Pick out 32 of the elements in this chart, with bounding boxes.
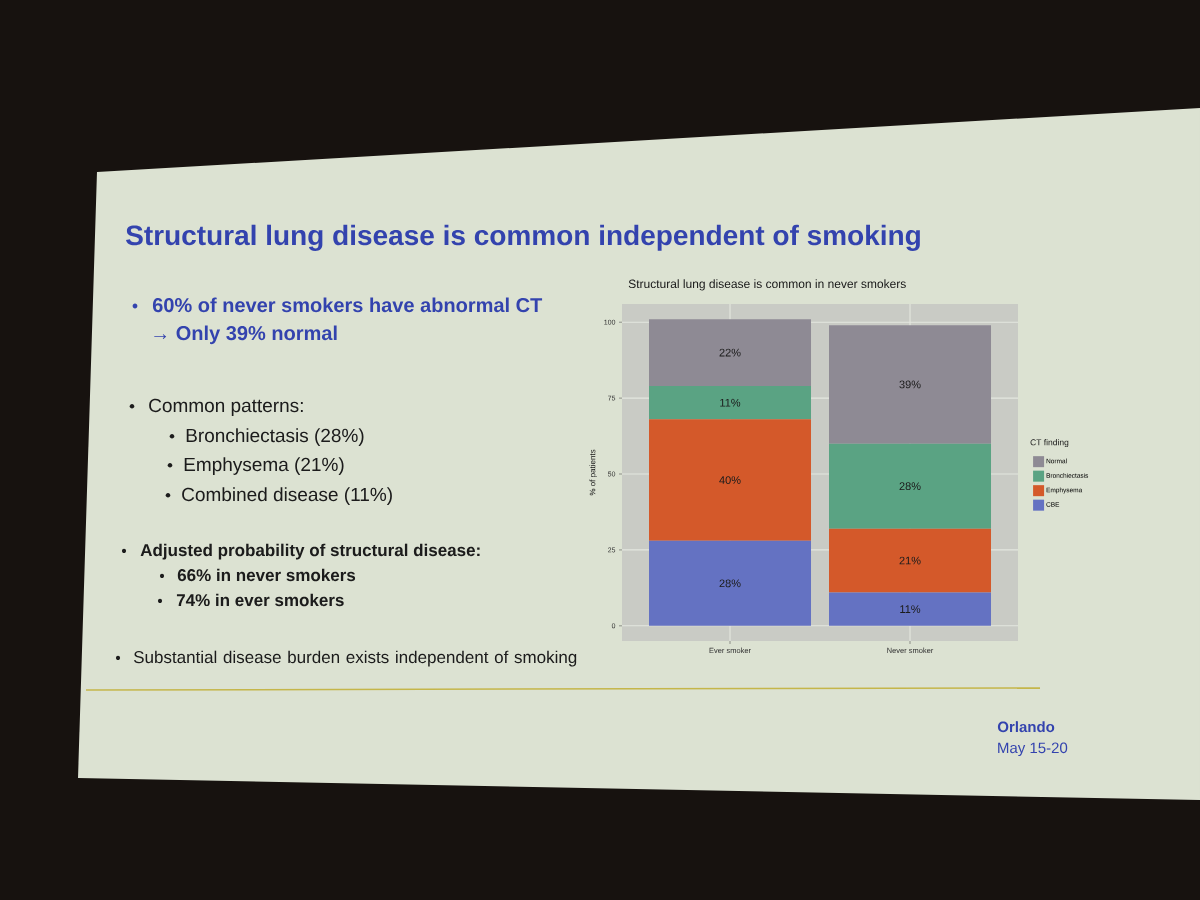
data-label: 28% [719, 579, 741, 588]
bar [829, 325, 992, 444]
data-label: 22% [719, 348, 741, 357]
chart-title: Structural lung disease is common independent of smoking [126, 224, 920, 251]
text: Adjusted probability of structural disease: [140, 543, 480, 560]
data-label: 21% [899, 556, 921, 565]
data-label: 11% [900, 605, 921, 613]
data-label: 39% [899, 380, 921, 389]
text: 66% in never smokers [177, 568, 356, 582]
data-label: 40% [719, 476, 741, 484]
bar [649, 385, 812, 420]
text: Emphysema (21%) [184, 457, 344, 475]
bar [649, 419, 812, 541]
bar [649, 540, 812, 626]
text: → Only 39% normal [154, 325, 337, 345]
bar [829, 528, 992, 593]
data-label: 11% [720, 398, 741, 407]
text: Bronchiectasis (28%) [186, 428, 364, 446]
text: Common patterns: [149, 398, 303, 416]
text: 74% in ever smokers [176, 593, 344, 607]
text: May 15-20 [998, 742, 1068, 757]
legend-title: CT finding [1030, 439, 1069, 448]
bar [829, 592, 992, 626]
text: Substantial disease burden exists independent of smoking [133, 650, 577, 667]
text: Combined disease (11%) [182, 487, 392, 505]
bar [649, 319, 812, 386]
text: Orlando [997, 721, 1055, 733]
data-label: 28% [899, 482, 921, 491]
chart-subtitle: Structural lung disease is common in never smokers [628, 279, 906, 291]
bar [829, 443, 992, 529]
y-axis-title: % of patients [589, 449, 597, 496]
text: 60% of never smokers have abnormal CT [152, 297, 543, 313]
